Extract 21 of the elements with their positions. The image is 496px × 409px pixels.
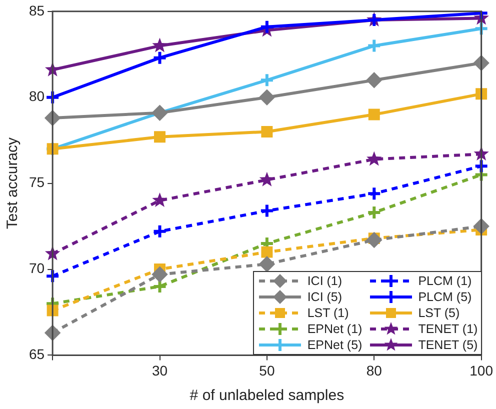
legend-label: TENET (5): [418, 338, 478, 352]
legend-label: PLCM (1): [418, 274, 472, 288]
y-tick-label: 80: [28, 88, 45, 104]
y-axis-title: Test accuracy: [4, 136, 22, 230]
legend-label: ICI (1): [307, 274, 342, 288]
x-tick-label: 30: [152, 362, 168, 378]
x-tick-label: 50: [259, 362, 275, 378]
y-tick-label: 65: [28, 346, 45, 362]
x-tick-label: 80: [366, 362, 382, 378]
y-tick-label: 85: [28, 2, 45, 18]
legend-label: TENET (1): [418, 322, 478, 336]
legend-label: LST (5): [418, 306, 460, 320]
x-axis-title: # of unlabeled samples: [190, 387, 344, 404]
y-tick-label: 75: [28, 174, 45, 190]
legend-label: ICI (5): [307, 290, 342, 304]
legend-label: EPNet (5): [307, 338, 362, 352]
legend-label: EPNet (1): [307, 322, 362, 336]
legend-label: PLCM (5): [418, 290, 472, 304]
legend-label: LST (1): [307, 306, 349, 320]
x-tick-label: 100: [470, 362, 494, 378]
y-tick-label: 70: [28, 260, 45, 276]
